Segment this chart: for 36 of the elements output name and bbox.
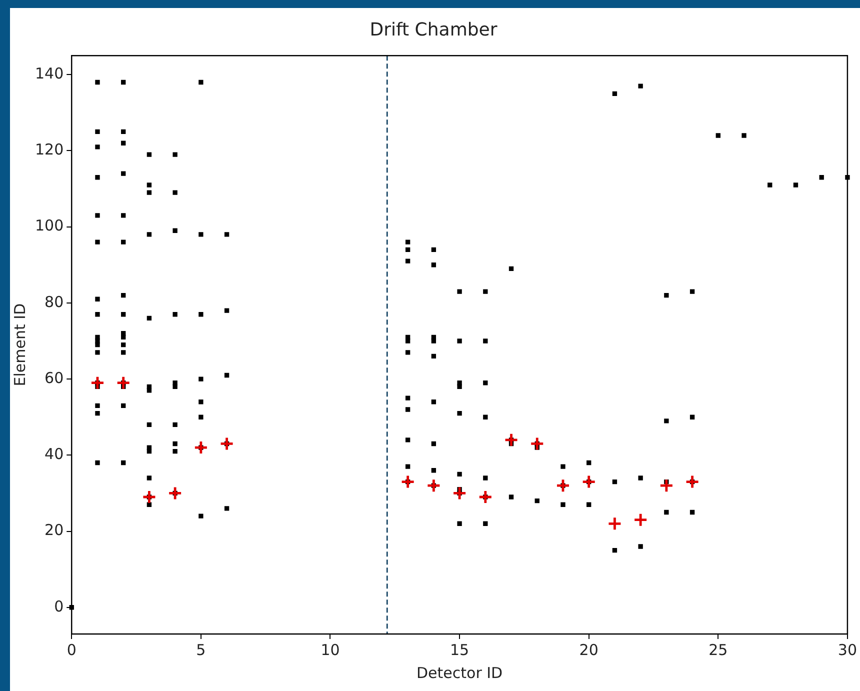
x-tick-label: 30 — [838, 640, 858, 659]
chart-title: Drift Chamber — [370, 19, 498, 40]
point — [452, 486, 467, 500]
point — [608, 516, 622, 531]
point — [685, 474, 700, 489]
x-tick-label: 10 — [320, 640, 340, 659]
point — [530, 436, 544, 451]
y-tick-label: 60 — [44, 368, 64, 387]
point — [116, 376, 131, 390]
x-axis-title: Detector ID — [416, 664, 503, 682]
y-tick-label: 0 — [54, 597, 64, 616]
point — [478, 490, 493, 504]
point — [220, 436, 234, 451]
point — [194, 440, 208, 455]
y-tick-label: 40 — [44, 445, 64, 464]
point — [90, 376, 105, 390]
x-tick-label: 20 — [579, 640, 598, 659]
point — [400, 474, 416, 489]
point — [142, 490, 156, 504]
x-tick-label: 5 — [196, 640, 206, 659]
point — [582, 474, 596, 489]
x-tick-label: 15 — [450, 640, 470, 659]
point — [426, 478, 441, 493]
point — [633, 512, 648, 528]
x-tick-label: 0 — [66, 640, 76, 659]
y-axis-title: Element ID — [10, 303, 29, 386]
y-tick-label: 100 — [34, 216, 64, 235]
y-tick-label: 120 — [34, 140, 64, 159]
point — [556, 478, 570, 493]
y-tick-label: 80 — [44, 292, 64, 311]
y-tick-label: 140 — [34, 64, 64, 83]
point — [659, 478, 674, 493]
x-tick-label: 25 — [708, 640, 728, 659]
y-tick-label: 20 — [44, 521, 64, 540]
point — [168, 486, 182, 500]
point — [504, 432, 518, 448]
